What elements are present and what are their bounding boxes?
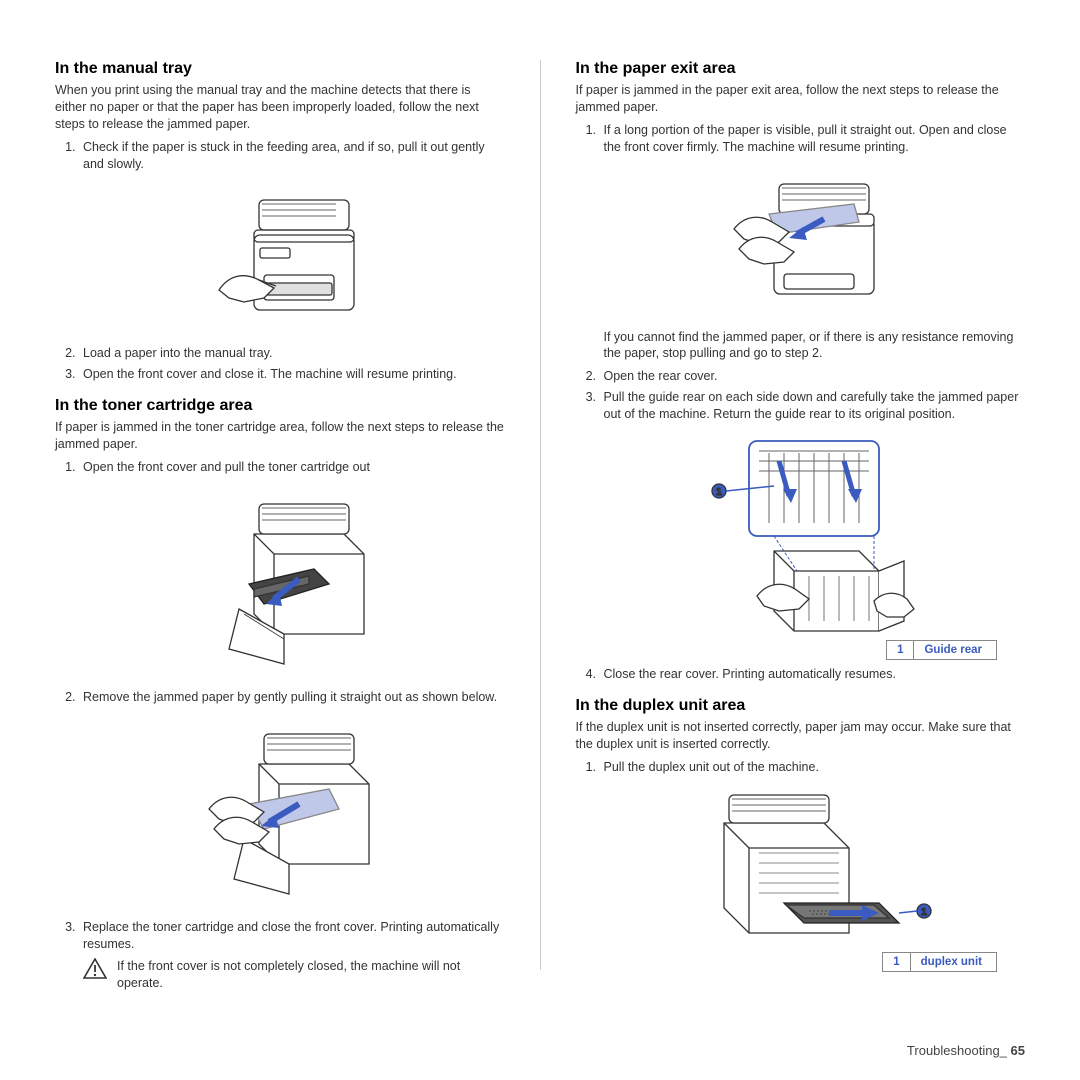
after-exit-1: If you cannot find the jammed paper, or … bbox=[604, 329, 1026, 363]
section-manual-tray: In the manual tray When you print using … bbox=[55, 60, 505, 383]
figure-manual-tray bbox=[83, 180, 505, 335]
figure-duplex: 1 bbox=[604, 783, 1026, 968]
step-toner-3: Replace the toner cartridge and close th… bbox=[79, 919, 505, 953]
column-divider bbox=[540, 60, 541, 970]
caution-text: If the front cover is not completely clo… bbox=[117, 958, 505, 992]
heading-manual-tray: In the manual tray bbox=[55, 60, 505, 78]
intro-duplex: If the duplex unit is not inserted corre… bbox=[576, 719, 1026, 753]
footer-page: 65 bbox=[1011, 1043, 1025, 1058]
step-manual-1: Check if the paper is stuck in the feedi… bbox=[79, 139, 505, 173]
heading-toner: In the toner cartridge area bbox=[55, 397, 505, 415]
step-duplex-1: Pull the duplex unit out of the machine. bbox=[600, 759, 1026, 776]
intro-toner: If paper is jammed in the toner cartridg… bbox=[55, 419, 505, 453]
step-manual-3: Open the front cover and close it. The m… bbox=[79, 366, 505, 383]
intro-manual-tray: When you print using the manual tray and… bbox=[55, 82, 505, 133]
step-exit-2: Open the rear cover. bbox=[600, 368, 1026, 385]
svg-text:1: 1 bbox=[716, 487, 722, 498]
section-duplex: In the duplex unit area If the duplex un… bbox=[576, 697, 1026, 973]
right-column: In the paper exit area If paper is jamme… bbox=[576, 60, 1026, 970]
page-footer: Troubleshooting_ 65 bbox=[907, 1043, 1025, 1058]
left-column: In the manual tray When you print using … bbox=[55, 60, 505, 970]
footer-section: Troubleshooting_ bbox=[907, 1043, 1007, 1058]
intro-paper-exit: If paper is jammed in the paper exit are… bbox=[576, 82, 1026, 116]
warning-icon bbox=[83, 958, 107, 980]
caution-note: If the front cover is not completely clo… bbox=[83, 958, 505, 992]
step-exit-3: Pull the guide rear on each side down an… bbox=[600, 389, 1026, 423]
step-toner-1: Open the front cover and pull the toner … bbox=[79, 459, 505, 476]
callout-label-2: duplex unit bbox=[911, 953, 996, 971]
step-toner-2: Remove the jammed paper by gently pullin… bbox=[79, 689, 505, 706]
step-manual-2: Load a paper into the manual tray. bbox=[79, 345, 505, 362]
heading-paper-exit: In the paper exit area bbox=[576, 60, 1026, 78]
section-paper-exit: In the paper exit area If paper is jamme… bbox=[576, 60, 1026, 683]
figure-exit-1 bbox=[604, 164, 1026, 319]
figure-toner-2 bbox=[83, 714, 505, 909]
callout-num-2: 1 bbox=[883, 953, 910, 971]
step-exit-1: If a long portion of the paper is visibl… bbox=[600, 122, 1026, 156]
figure-toner-1 bbox=[83, 484, 505, 679]
heading-duplex: In the duplex unit area bbox=[576, 697, 1026, 715]
figure-exit-2: 1 bbox=[604, 431, 1026, 656]
step-exit-4: Close the rear cover. Printing automatic… bbox=[600, 666, 1026, 683]
svg-text:1: 1 bbox=[921, 907, 927, 918]
section-toner-area: In the toner cartridge area If paper is … bbox=[55, 397, 505, 992]
